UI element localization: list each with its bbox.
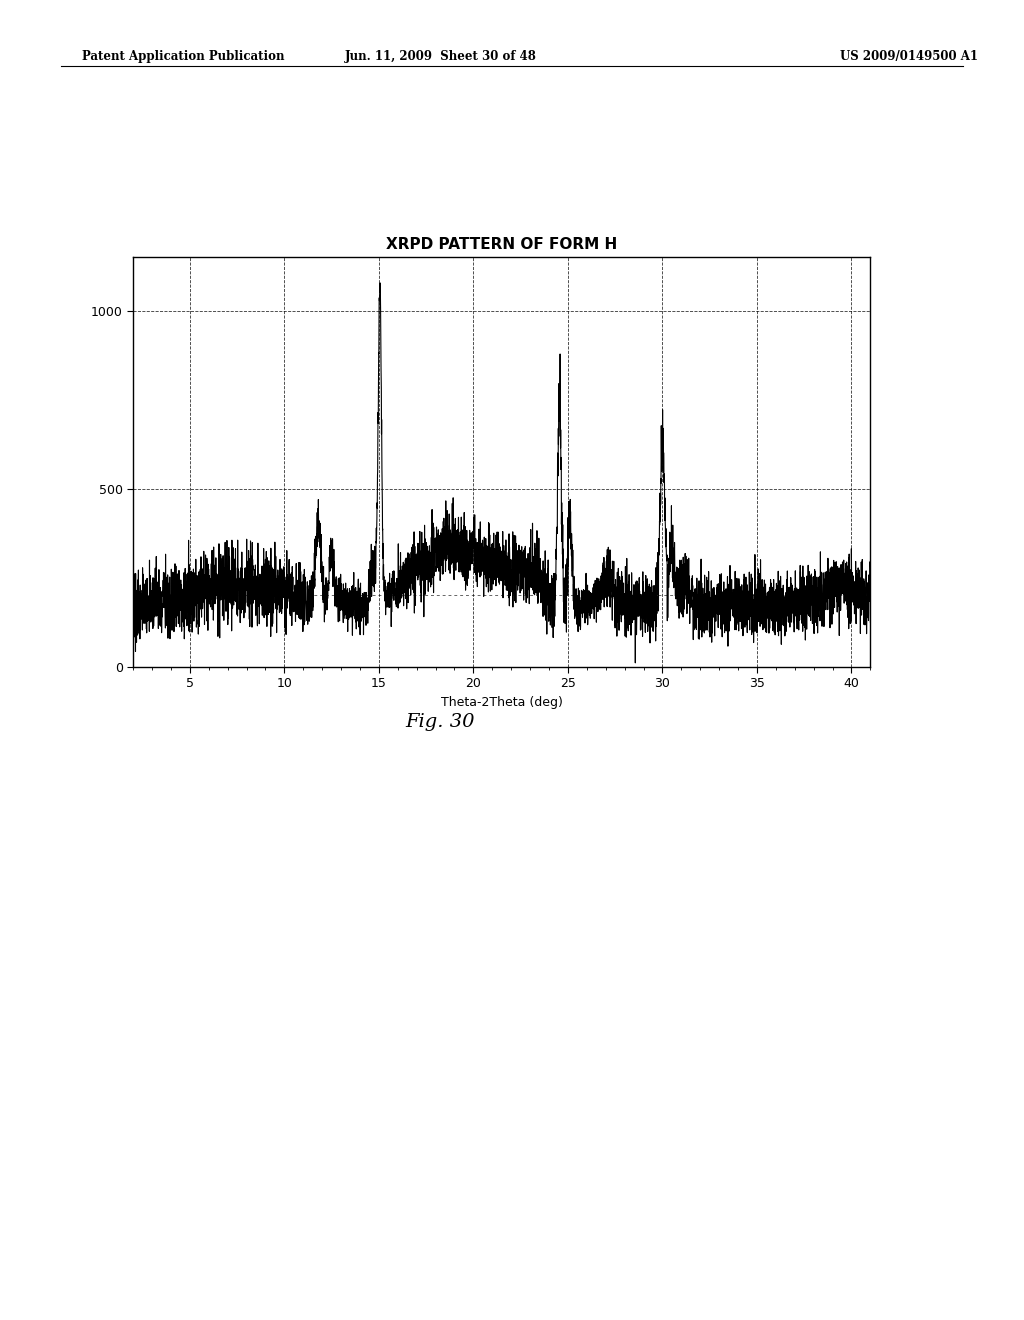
Text: Patent Application Publication: Patent Application Publication bbox=[82, 50, 285, 63]
Title: XRPD PATTERN OF FORM H: XRPD PATTERN OF FORM H bbox=[386, 238, 617, 252]
Text: Fig. 30: Fig. 30 bbox=[406, 713, 475, 731]
X-axis label: Theta-2Theta (deg): Theta-2Theta (deg) bbox=[440, 696, 563, 709]
Text: Jun. 11, 2009  Sheet 30 of 48: Jun. 11, 2009 Sheet 30 of 48 bbox=[344, 50, 537, 63]
Text: US 2009/0149500 A1: US 2009/0149500 A1 bbox=[840, 50, 978, 63]
